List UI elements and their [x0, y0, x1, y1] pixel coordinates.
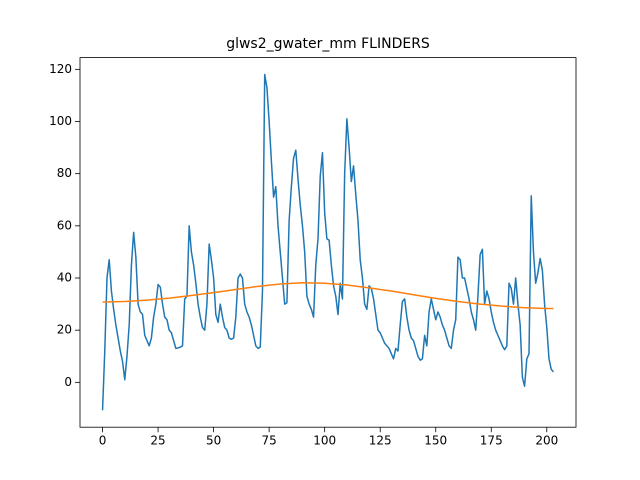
data-line [101, 73, 555, 411]
x-tick-label: 50 [206, 434, 221, 448]
x-tick-label: 125 [369, 434, 392, 448]
data-line [102, 281, 554, 310]
x-tick-label: 0 [99, 434, 107, 448]
x-tick-label: 25 [150, 434, 165, 448]
y-tick-label: 60 [57, 218, 72, 232]
x-tick-label: 150 [424, 434, 447, 448]
chart-title: glws2_gwater_mm FLINDERS [226, 36, 430, 52]
plot-frame [79, 57, 577, 428]
y-tick-label: 120 [49, 62, 72, 76]
x-tick-label: 200 [535, 434, 558, 448]
y-tick-label: 80 [57, 166, 72, 180]
x-tick-label: 75 [261, 434, 276, 448]
y-tick-label: 40 [57, 271, 72, 285]
y-tick-label: 0 [64, 375, 72, 389]
x-tick-label: 100 [313, 434, 336, 448]
y-tick-label: 100 [49, 114, 72, 128]
y-tick-label: 20 [57, 323, 72, 337]
x-tick-label: 175 [480, 434, 503, 448]
